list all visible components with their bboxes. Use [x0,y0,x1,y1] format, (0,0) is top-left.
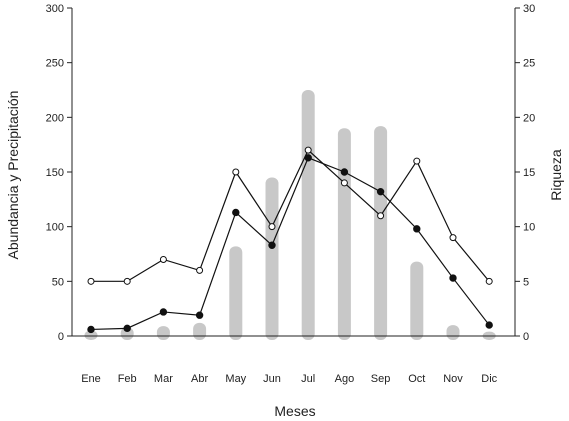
open-marker-series-point-feb [123,277,131,285]
filled-marker-series-point-jun [268,241,276,249]
line-series [87,146,493,334]
bar-feb [120,327,134,340]
bar-sep [374,126,388,340]
open-marker-series-point-nov [449,234,457,242]
x-tick-label-jun: Jun [263,373,281,385]
filled-marker-series-point-mar [159,308,168,316]
filled-marker-series-point-ago [340,168,349,176]
y-left-tick-label: 250 [46,58,64,70]
filled-marker-series-point-feb [123,324,131,333]
open-marker-series-point-abr [196,266,204,274]
y-axis-left-title: Abundancia y Precipitación [5,91,21,260]
x-tick-label-ene: Ene [81,373,101,385]
bar-nov [446,325,460,340]
x-tick-label-may: May [225,373,246,385]
x-tick-label-ago: Ago [335,373,355,385]
y-right-tick-label: 0 [523,331,529,343]
open-marker-series-point-ago [340,179,348,187]
bar-mar [156,326,170,340]
x-tick-label-jul: Jul [301,373,315,385]
y-left-tick-label: 150 [46,167,64,179]
filled-marker-series-point-may [232,208,240,217]
bar-ago [337,128,351,340]
open-marker-series-point-dic [485,277,493,285]
x-tick-label-oct: Oct [408,373,425,385]
y-left-tick-label: 200 [46,112,64,124]
filled-marker-series-point-sep [376,187,385,196]
x-tick-label-abr: Abr [191,373,208,385]
y-right-tick-label: 30 [523,3,535,15]
open-marker-series-line [91,149,490,282]
bar-series [84,90,496,340]
y-right-tick-label: 25 [523,58,535,70]
x-axis-title: Meses [274,403,315,419]
filled-marker-series-point-oct [413,225,421,233]
y-left-tick-label: 0 [58,331,64,343]
bar-abr [193,322,207,340]
open-marker-series-point-jul [304,146,312,154]
axes [67,7,520,337]
bar-ene [84,330,98,340]
bar-oct [410,261,424,340]
filled-marker-series-point-nov [449,274,457,282]
open-marker-series-point-mar [159,255,167,263]
filled-marker-series-point-abr [195,311,204,319]
x-tick-label-mar: Mar [154,373,173,385]
y-right-tick-label: 10 [523,222,535,234]
y-left-tick-label: 50 [52,276,64,288]
x-tick-label-sep: Sep [371,373,391,385]
y-left-tick-label: 100 [46,222,64,234]
filled-marker-series-line [90,157,490,331]
filled-marker-series-point-ene [87,325,95,334]
bar-may [229,246,243,340]
open-marker-series-point-jun [268,223,276,231]
open-marker-series-point-ene [87,277,95,285]
y-left-tick-label: 300 [46,3,64,15]
open-marker-series-point-may [232,168,240,176]
y-right-tick-label: 20 [523,112,535,124]
y-right-tick-label: 5 [523,276,529,288]
open-marker-series-point-oct [413,157,421,165]
filled-marker-series-point-jul [304,154,312,162]
x-tick-label-dic: Dic [481,373,497,385]
tick-labels: 0 50 100 150 200 250 300 0 5 10 15 20 25 30 Ene Feb Mar A… [46,3,536,385]
y-right-tick-label: 15 [523,167,535,179]
x-tick-label-feb: Feb [118,373,137,385]
x-tick-label-nov: Nov [443,373,463,385]
y-axis-right-title: Riqueza [548,149,564,201]
bar-jun [265,177,279,340]
filled-marker-series-point-dic [485,321,493,329]
bar-jul [301,90,315,340]
open-marker-series-point-sep [377,212,385,220]
